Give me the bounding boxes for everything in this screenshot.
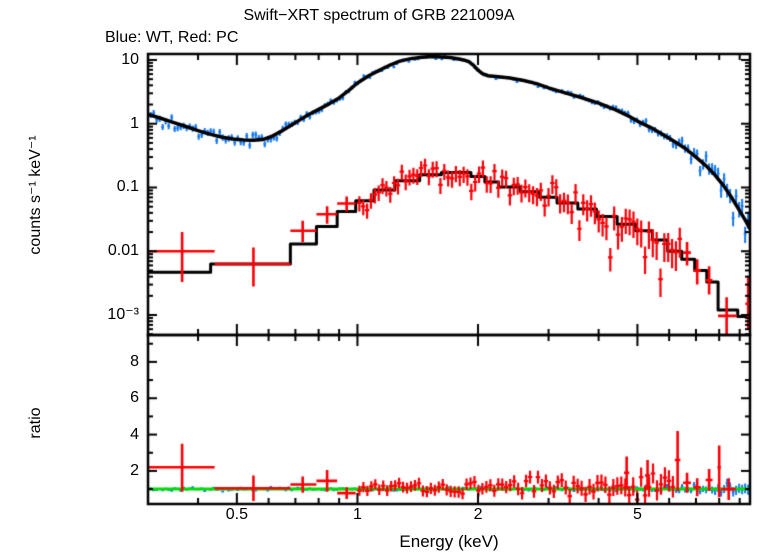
y-tick-label-0.1: 0.1 — [116, 178, 139, 196]
y-tick-label-0.01: 0.01 — [107, 242, 139, 260]
y-axis-label-ratio: ratio — [27, 407, 44, 439]
y-tick-label-10: 10 — [121, 50, 139, 68]
ratio-tick-label-6: 6 — [130, 389, 139, 407]
ratio-tick-label-4: 4 — [130, 425, 139, 443]
ratio-tick-label-2: 2 — [130, 461, 139, 479]
x-tick-label-2: 2 — [473, 506, 483, 523]
ratio-tick-label-8: 8 — [130, 352, 139, 370]
plot-title: Swift−XRT spectrum of GRB 221009A — [243, 7, 515, 24]
y-axis-label-counts: counts s⁻¹ keV⁻¹ — [27, 135, 44, 255]
y-tick-label-10⁻³: 10⁻³ — [107, 306, 139, 324]
y-tick-label-1: 1 — [130, 114, 139, 132]
x-tick-label-0.5: 0.5 — [225, 506, 248, 523]
plot-legend-subtitle: Blue: WT, Red: PC — [105, 29, 239, 46]
x-axis-label-energy: Energy (keV) — [399, 532, 499, 551]
x-tick-label-1: 1 — [352, 506, 362, 523]
x-tick-label-5: 5 — [632, 506, 642, 523]
